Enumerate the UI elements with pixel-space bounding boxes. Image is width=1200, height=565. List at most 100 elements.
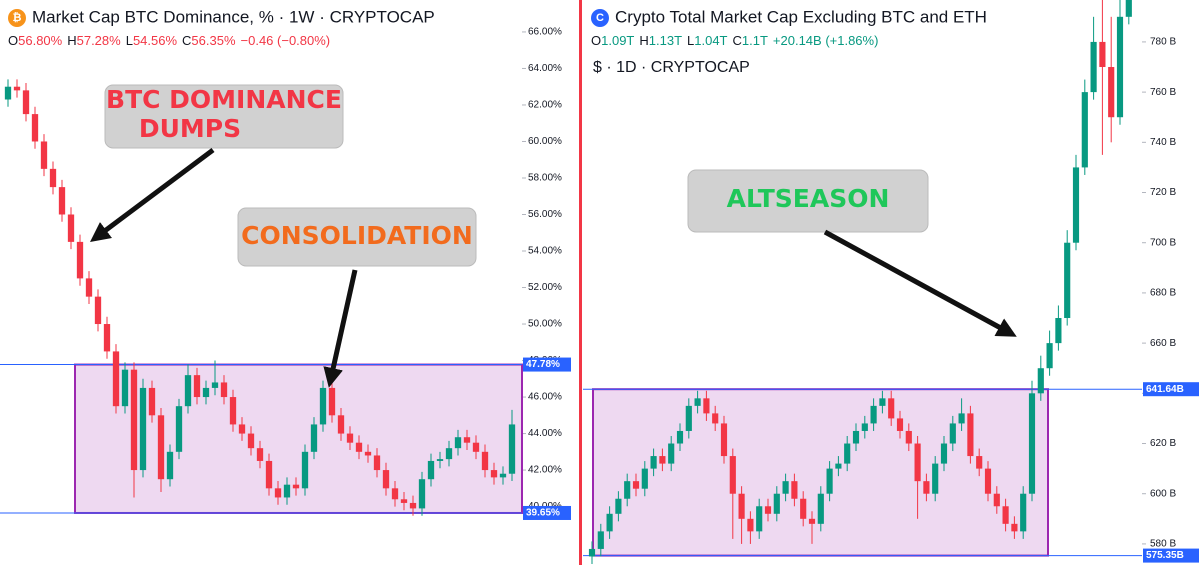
candle-body	[85, 278, 93, 297]
candle-body	[764, 506, 772, 514]
candle-body	[58, 187, 66, 215]
candle-body	[1046, 343, 1053, 369]
candle-body	[283, 484, 291, 498]
ohlc-key: O	[591, 33, 601, 48]
chart-title: Crypto Total Market Cap Excluding BTC an…	[615, 7, 987, 26]
price-label-box	[1143, 548, 1199, 563]
candle-body	[445, 448, 453, 460]
candle-body	[490, 470, 498, 478]
arrow	[823, 229, 1017, 337]
candle-body	[256, 448, 264, 461]
candle-body	[1072, 167, 1080, 243]
y-tick-label: 46.00%	[528, 392, 562, 403]
candle-body	[606, 513, 613, 532]
price-label-box	[1143, 382, 1199, 397]
candle-body	[800, 498, 807, 519]
candle-body	[391, 488, 399, 500]
ohlc-value: 56.80%	[18, 33, 63, 48]
price-label: 39.65%	[526, 508, 560, 519]
candle-body	[184, 375, 192, 407]
candle-body	[993, 493, 1000, 507]
candle-body	[274, 488, 282, 498]
candle-body	[301, 451, 309, 489]
y-tick-label: 660 B	[1150, 338, 1176, 349]
candle-body	[247, 433, 255, 449]
candle-body	[1116, 16, 1124, 118]
candle-body	[588, 548, 596, 557]
candle-body	[896, 418, 904, 431]
candle-body	[202, 387, 210, 398]
ohlc-key: C	[182, 33, 191, 48]
ohlc-value: 54.56%	[133, 33, 178, 48]
candle-body	[1099, 41, 1106, 68]
candle-body	[175, 406, 183, 452]
candle-body	[355, 442, 363, 452]
y-tick-label: 720 B	[1150, 187, 1176, 198]
candle-body	[685, 405, 692, 431]
candle-body	[328, 387, 336, 416]
candle-body	[454, 437, 462, 449]
candle-body	[844, 443, 851, 464]
candle-body	[13, 86, 21, 91]
candle-body	[632, 481, 640, 489]
candle-body	[238, 424, 246, 434]
candle-body	[499, 473, 507, 478]
candle-body	[1037, 368, 1044, 394]
candle-body	[4, 86, 12, 100]
annotation: CONSOLIDATION	[241, 221, 473, 250]
candle-body	[94, 296, 102, 325]
candle-body	[1020, 493, 1027, 532]
candle-body	[782, 481, 789, 494]
candle-body	[694, 398, 701, 406]
y-tick-label: 62.00%	[528, 100, 562, 111]
ohlc-key: O	[8, 33, 18, 48]
price-label: 47.78%	[526, 359, 560, 370]
ohlc-line: O1.09T H1.13T L1.04T C1.1T +20.14B (+1.86%)	[591, 33, 878, 48]
candle-body	[157, 415, 165, 480]
ohlc-key: L	[687, 33, 694, 48]
candle-body	[1028, 393, 1036, 494]
ohlc-value: 56.35%	[191, 33, 236, 48]
candle-body	[472, 442, 480, 452]
y-tick-label: 64.00%	[528, 63, 562, 74]
symbol-icon-glyph: C	[596, 12, 604, 24]
candle-body	[67, 214, 75, 242]
y-tick-label: 58.00%	[528, 173, 562, 184]
candle-body	[773, 493, 780, 514]
y-tick-label: 780 B	[1150, 37, 1176, 48]
candle-body	[481, 451, 489, 471]
candle-body	[1055, 318, 1062, 344]
candle-body	[984, 468, 992, 494]
candle-body	[1002, 506, 1009, 524]
y-tick-label: 66.00%	[528, 27, 562, 38]
y-tick-label: 54.00%	[528, 246, 562, 257]
annotation: DUMPS	[139, 114, 241, 143]
y-tick-label: 740 B	[1150, 137, 1176, 148]
candle-body	[310, 424, 318, 452]
annotation-box	[237, 207, 477, 267]
candle-body	[852, 430, 860, 444]
candle-body	[756, 506, 763, 532]
candle-body	[729, 456, 736, 494]
candle-body	[870, 405, 877, 424]
y-tick-label: 52.00%	[528, 282, 562, 293]
symbol-icon-glyph: ₿	[13, 12, 22, 24]
price-label: 641.64B	[1146, 384, 1184, 395]
y-tick-label: 50.00%	[528, 319, 562, 330]
annotation: BTC DOMINANCE	[106, 85, 342, 114]
candle-body	[103, 324, 111, 352]
candle-body	[747, 518, 754, 532]
candle-body	[676, 430, 684, 444]
candle-body	[712, 413, 719, 424]
candle-body	[808, 518, 816, 524]
ohlc-value: 57.28%	[77, 33, 122, 48]
candle-body	[319, 387, 327, 425]
candle-body	[427, 460, 435, 480]
candle-body	[292, 484, 300, 489]
chart-title: Market Cap BTC Dominance, % · 1W · CRYPT…	[32, 7, 435, 26]
candle-body	[923, 481, 930, 494]
y-tick-label: 620 B	[1150, 438, 1176, 449]
ohlc-key: C	[733, 33, 742, 48]
